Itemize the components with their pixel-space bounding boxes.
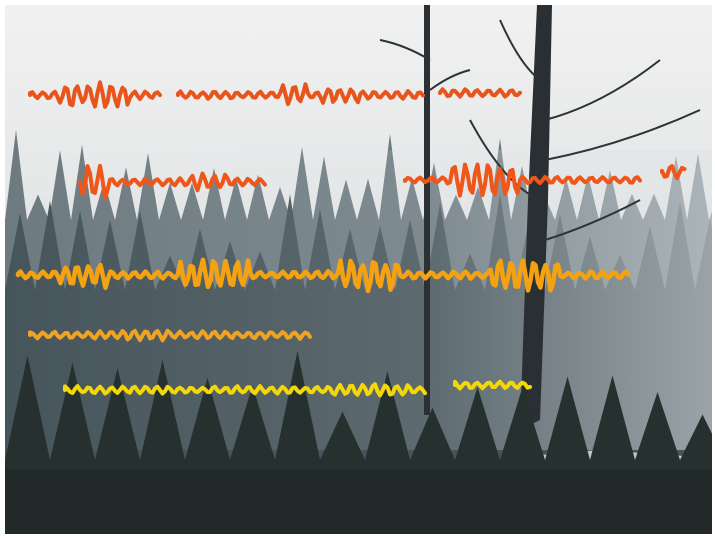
page-body: (() => { const NS = 'http://www.w3.org/2… xyxy=(0,0,715,539)
tree-trunk xyxy=(424,5,430,415)
scribble xyxy=(440,89,520,96)
photo xyxy=(0,0,715,539)
photo-content xyxy=(5,5,715,539)
page: {} html, body { margin: 0; padding: 0; w… xyxy=(0,0,715,539)
ground xyxy=(5,470,715,539)
